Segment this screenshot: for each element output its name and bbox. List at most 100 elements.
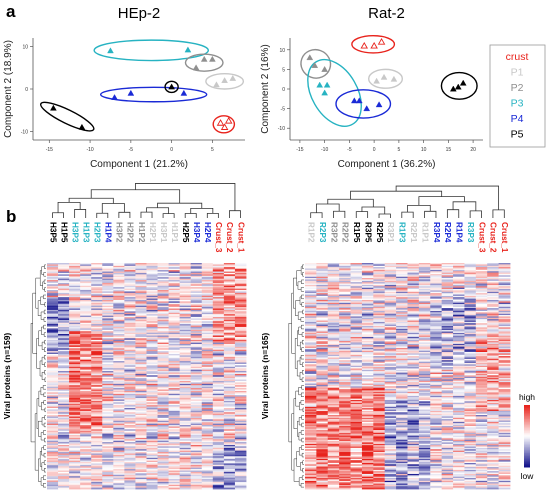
heatmap-cell [212, 372, 225, 375]
heatmap-cell [113, 379, 125, 382]
heatmap-cell [91, 307, 103, 309]
heatmap-cell [223, 299, 236, 302]
heatmap-cell [212, 432, 225, 434]
heatmap-cell [157, 380, 170, 383]
column-label: H3P1 [159, 222, 168, 243]
heatmap-cell [157, 469, 170, 471]
heatmap-cell [168, 365, 181, 368]
heatmap-cell [157, 444, 170, 447]
heatmap-cell [124, 460, 136, 463]
heatmap-cell [168, 380, 181, 383]
row-dendrogram-branch [43, 294, 46, 300]
heatmap-cell [168, 419, 181, 422]
heatmap-cell [157, 415, 170, 417]
heatmap-cell [212, 319, 225, 322]
heatmap-cell [223, 386, 236, 389]
heatmap-cell [157, 297, 170, 299]
heatmap-cell [91, 432, 103, 434]
heatmap-cell [201, 351, 214, 353]
heatmap-cell [91, 332, 103, 335]
heatmap-cell [80, 361, 92, 363]
heatmap-cell [80, 437, 92, 440]
heatmap-cell [212, 338, 225, 341]
heatmap-cell [157, 339, 170, 342]
heatmap-cell [113, 331, 125, 334]
heatmap-cell [201, 393, 214, 396]
x-tick-label: -10 [321, 147, 328, 153]
heatmap-cell [124, 329, 136, 332]
heatmap-cell [124, 278, 136, 281]
heatmap-cell [58, 382, 70, 385]
heatmap-cell [234, 268, 247, 271]
heatmap-cell [113, 332, 125, 335]
point-p4 [363, 105, 371, 112]
heatmap-cell [124, 380, 136, 383]
heatmap-cell [124, 379, 136, 382]
column-label: R2P2 [341, 222, 350, 243]
heatmap-cell [124, 372, 136, 375]
heatmap-cell [102, 426, 114, 429]
heatmap-cell [47, 285, 59, 288]
heatmap-cell [58, 312, 70, 315]
heatmap-cell [168, 486, 181, 488]
heatmap-cell [223, 450, 236, 453]
heatmap-cell [223, 415, 236, 417]
heatmap-cell [124, 484, 136, 487]
heatmap-cell [223, 295, 236, 298]
heatmap-cell [58, 444, 70, 447]
heatmap-cell [146, 342, 158, 345]
heatmap-cell [47, 373, 59, 376]
heatmap-cell [212, 361, 225, 363]
heatmap-cell [223, 328, 236, 331]
heatmap-cell [135, 446, 147, 449]
heatmap-cell [201, 380, 214, 383]
heatmap-cell [58, 479, 70, 481]
heatmap-cell [69, 290, 81, 292]
heatmap-cell [212, 291, 225, 294]
heatmap-cell [146, 341, 158, 343]
heatmap-cell [135, 471, 147, 474]
heatmap-cell [124, 272, 136, 275]
heatmap-cell [223, 486, 236, 488]
heatmap-cell [168, 274, 181, 277]
heatmap-cell [58, 420, 70, 423]
heatmap-cell [201, 359, 214, 362]
heatmap-cell [190, 474, 203, 477]
heatmap-cell [212, 386, 225, 389]
heatmap-cell [168, 417, 181, 420]
heatmap-cell [91, 349, 103, 352]
heatmap-cell [179, 328, 192, 331]
heatmap-cell [102, 341, 114, 343]
heatmap-cell [212, 483, 225, 486]
heatmap-cell [102, 265, 114, 268]
heatmap-cell [223, 440, 236, 443]
heatmap-cell [58, 469, 70, 471]
heatmap-cell [47, 480, 59, 483]
heatmap-cell [190, 413, 203, 416]
heatmap-cell [168, 395, 181, 398]
heatmap-cell [179, 460, 192, 463]
heatmap-cell [47, 481, 59, 484]
heatmap-cell [80, 420, 92, 423]
row-dendrogram-branch [44, 287, 46, 292]
heatmap-cell [157, 304, 170, 307]
heatmap-cell [102, 386, 114, 389]
heatmap-cell [102, 400, 114, 403]
heatmap-cell [113, 429, 125, 432]
heatmap-cell [168, 407, 181, 410]
heatmap-cell [146, 486, 158, 488]
heatmap-cell [157, 486, 170, 488]
heatmap-cell [179, 416, 192, 419]
heatmap-cell [113, 382, 125, 385]
heatmap-cell [223, 379, 236, 382]
heatmap-cell [179, 325, 192, 328]
heatmap-cell [201, 304, 214, 307]
row-dendrogram-branch [43, 452, 46, 458]
heatmap-cell [58, 484, 70, 487]
heatmap-cell [113, 392, 125, 395]
heatmap-cell [146, 278, 158, 281]
heatmap-cell [91, 392, 103, 395]
heatmap-cell [80, 318, 92, 321]
heatmap-cell [146, 407, 158, 410]
heatmap-cell [47, 400, 59, 403]
